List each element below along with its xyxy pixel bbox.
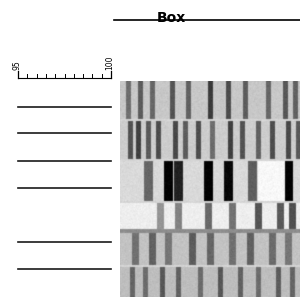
Text: 95: 95	[12, 61, 21, 70]
Text: 100: 100	[105, 56, 114, 70]
Text: Box: Box	[156, 11, 186, 25]
